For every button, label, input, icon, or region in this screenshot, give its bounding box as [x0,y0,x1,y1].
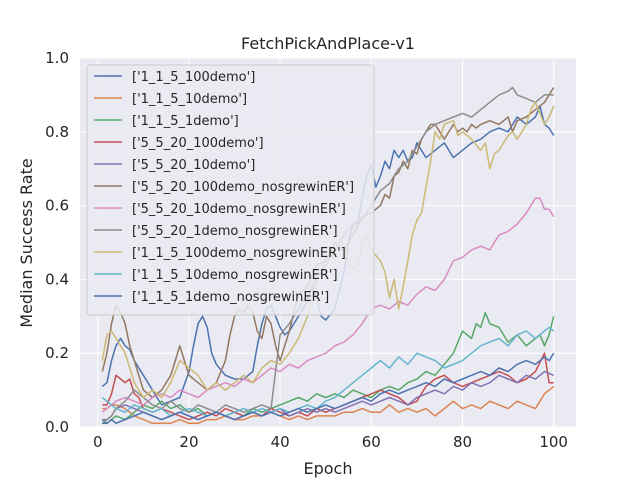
legend-entry: ['5_5_20_100demo_nosgrewinER'] [132,180,354,195]
y-tick-label: 0.0 [45,418,69,436]
legend-entry: ['5_5_20_10demo_nosgrewinER'] [132,202,346,217]
series-line-2 [101,311,555,425]
legend-entry: ['5_5_20_100demo'] [132,136,264,151]
x-tick-label: 0 [93,433,103,451]
legend-entry: ['1_1_5_1demo'] [132,114,239,129]
x-tick-label: 40 [271,433,290,451]
x-tick-label: 60 [362,433,381,451]
chart-title: FetchPickAndPlace-v1 [241,34,415,53]
x-tick-label: 100 [539,433,568,451]
series-line-9 [101,326,555,417]
series-lines [101,86,555,425]
series-line-8 [101,101,555,399]
series-line-10 [102,352,555,425]
x-tick-label: 80 [453,433,472,451]
legend-entry: ['1_1_5_100demo'] [132,70,255,85]
y-axis-label: Median Success Rate [17,158,36,327]
legend-entry: ['1_1_5_10demo'] [132,92,247,107]
y-tick-label: 0.2 [45,344,69,362]
x-tick-label: 20 [179,433,198,451]
y-tick-label: 0.4 [45,270,69,288]
series-line-1 [102,385,555,425]
series-line-6 [101,197,555,413]
y-tick-label: 0.6 [45,197,69,215]
legend: ['1_1_5_100demo'] ['1_1_5_10demo'] ['1_1_5… [86,64,375,316]
legend-entry: ['5_5_20_10demo'] [132,158,255,173]
y-tick-label: 0.8 [45,123,69,141]
legend-entry: ['1_1_5_1demo_nosgrewinER'] [132,290,329,305]
legend-entry: ['1_1_5_100demo_nosgrewinER'] [132,246,346,261]
x-axis-label: Epoch [304,459,353,478]
y-tick-label: 1.0 [45,49,69,67]
legend-box [86,64,375,316]
y-tick-labels: 0.0 0.2 0.4 0.6 0.8 1.0 [45,49,69,436]
legend-entry: ['1_1_5_10demo_nosgrewinER'] [132,268,338,283]
legend-entry: ['5_5_20_1demo_nosgrewinER'] [132,224,338,239]
x-tick-labels: 0 20 40 60 80 100 [93,433,568,451]
